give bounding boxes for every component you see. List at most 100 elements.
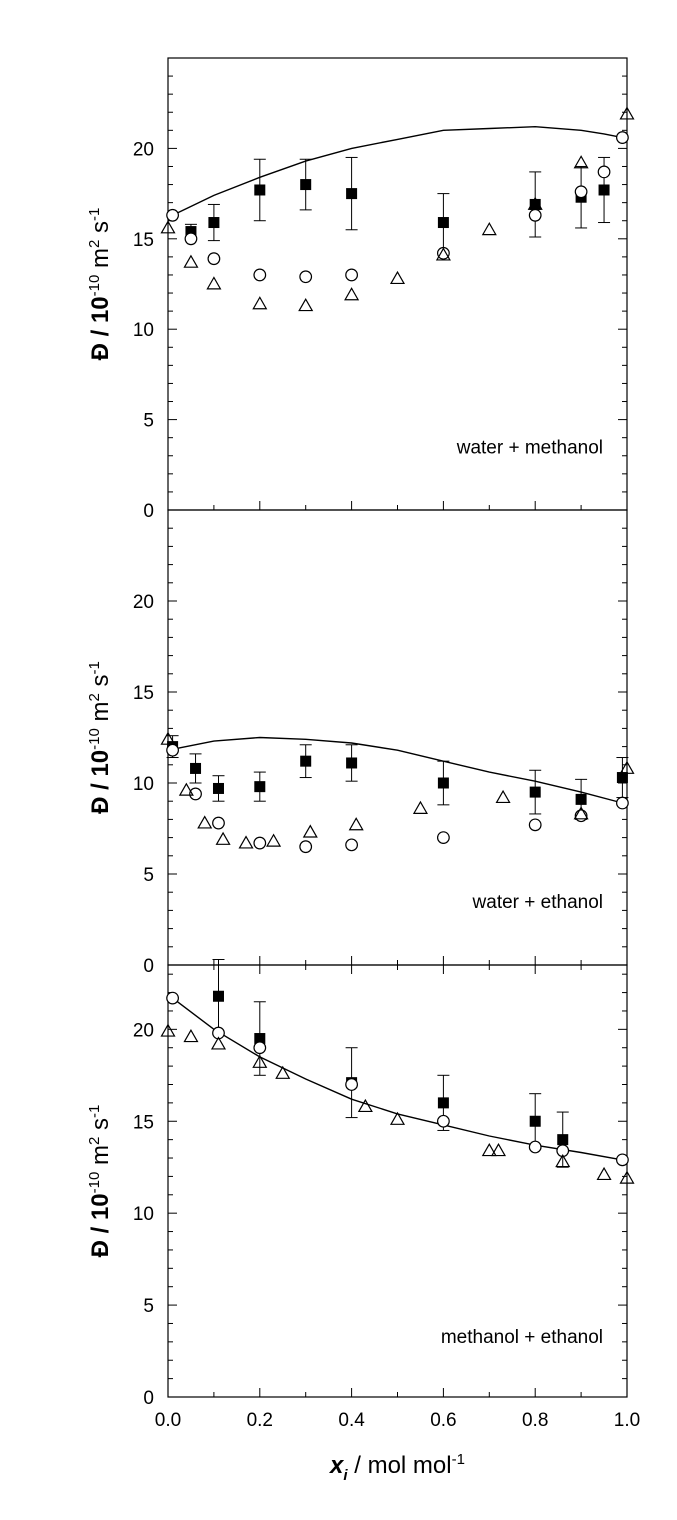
data-point-square (529, 1115, 541, 1127)
y-tick-label: 0 (143, 956, 154, 977)
y-axis-title-part: -10 (86, 275, 103, 297)
data-point-square (254, 1033, 266, 1045)
y-axis-title-part: 2 (86, 1137, 103, 1145)
data-point-triangle (573, 806, 589, 820)
data-point-circle (437, 1114, 450, 1128)
data-point-circle (189, 787, 202, 801)
model-curve (172, 125, 623, 216)
y-axis-title-part: -10 (86, 728, 103, 750)
data-point-square (529, 786, 541, 798)
data-point-triangle (210, 1036, 227, 1050)
data-point-triangle (215, 831, 231, 845)
data-point-square (212, 782, 224, 794)
data-point-square (437, 777, 449, 789)
data-point-square (437, 1097, 449, 1109)
y-axis-title-part: -1 (86, 661, 103, 674)
y-tick-label: 0 (143, 1388, 154, 1409)
data-point-triangle (435, 247, 451, 261)
data-point-square (300, 755, 312, 767)
data-point-circle (253, 836, 267, 850)
y-axis-title-part: -10 (86, 1172, 103, 1194)
data-point-circle (345, 1078, 359, 1091)
model-curve (172, 997, 623, 1161)
data-point-triangle (183, 1028, 199, 1043)
data-point-square (575, 793, 587, 805)
data-point-square (208, 217, 220, 229)
y-tick-label: 5 (143, 1296, 154, 1317)
data-point-circle (574, 809, 588, 823)
data-point-circle (253, 1041, 267, 1055)
x-axis-title-part: x (328, 1452, 345, 1479)
y-axis-title-part: m (87, 248, 114, 275)
data-point-triangle (183, 254, 199, 268)
data-point-circle (166, 991, 179, 1005)
data-point-triangle (481, 222, 497, 236)
data-point-triangle (619, 106, 635, 120)
y-axis-title-part: Đ / 10 (87, 296, 114, 360)
data-point-square (254, 781, 266, 793)
data-point-square (616, 772, 628, 784)
data-point-triangle (344, 287, 360, 301)
x-tick-label: 0.2 (247, 1410, 273, 1431)
x-tick-label: 1.0 (614, 1410, 640, 1431)
data-point-circle (528, 208, 542, 222)
y-tick-label: 10 (133, 1204, 154, 1225)
data-point-triangle (348, 817, 364, 831)
data-point-circle (437, 831, 450, 844)
y-axis-title-part: -1 (86, 208, 103, 221)
data-point-triangle (527, 196, 543, 210)
data-point-triangle (160, 1023, 176, 1037)
data-point-circle (528, 1140, 542, 1154)
data-point-circle (616, 131, 629, 144)
x-tick-label: 0.6 (430, 1410, 456, 1431)
y-tick-label: 15 (133, 1112, 154, 1133)
data-point-square (598, 184, 610, 196)
data-point-triangle (160, 731, 176, 745)
data-point-triangle (178, 782, 194, 796)
data-point-triangle (481, 1142, 497, 1157)
data-point-triangle (490, 1142, 507, 1157)
data-point-square (190, 762, 202, 774)
y-axis-title-part: s (87, 1118, 114, 1137)
data-point-triangle (252, 296, 268, 310)
data-point-triangle (206, 276, 222, 290)
data-point-circle (345, 838, 359, 852)
data-point-circle (345, 268, 359, 282)
x-tick-label: 0.4 (338, 1410, 365, 1431)
x-tick-label: 0.8 (522, 1410, 548, 1431)
data-point-square (212, 990, 224, 1002)
y-tick-label: 20 (133, 592, 154, 613)
x-tick-label: 0.0 (155, 1410, 181, 1431)
data-point-triangle (596, 1166, 612, 1181)
y-axis-title-part: s (87, 674, 114, 693)
y-tick-label: 15 (133, 230, 154, 251)
data-point-circle (212, 1026, 225, 1040)
panel-annotation: water + ethanol (472, 892, 603, 913)
data-point-triangle (555, 1153, 571, 1168)
y-axis-title-part: m (87, 1145, 114, 1172)
y-axis-title-part: 2 (86, 693, 103, 701)
y-tick-label: 15 (133, 683, 154, 704)
data-point-circle (616, 796, 629, 810)
x-axis-title-part: -1 (452, 1451, 465, 1468)
panel-annotation: methanol + ethanol (441, 1327, 603, 1348)
y-axis-title: Đ / 10-10 m2 s-1 (86, 208, 114, 361)
y-axis-title-part: m (87, 701, 114, 728)
y-axis-title-part: 2 (86, 240, 103, 248)
y-tick-label: 20 (133, 1020, 154, 1041)
data-point-triangle (275, 1065, 291, 1079)
data-point-triangle (160, 220, 176, 234)
y-axis-title-part: s (87, 221, 114, 240)
model-curve (167, 736, 623, 804)
data-point-triangle (389, 1111, 406, 1125)
data-point-triangle (619, 760, 635, 774)
y-axis-title-part: Đ / 10 (87, 750, 114, 814)
data-point-square (185, 226, 197, 238)
data-point-circle (207, 252, 221, 266)
x-axis-title-part: / mol mol (348, 1452, 452, 1479)
panel-annotation: water + methanol (456, 438, 603, 459)
y-axis-title-part: -1 (86, 1105, 103, 1118)
data-point-triangle (495, 789, 511, 804)
